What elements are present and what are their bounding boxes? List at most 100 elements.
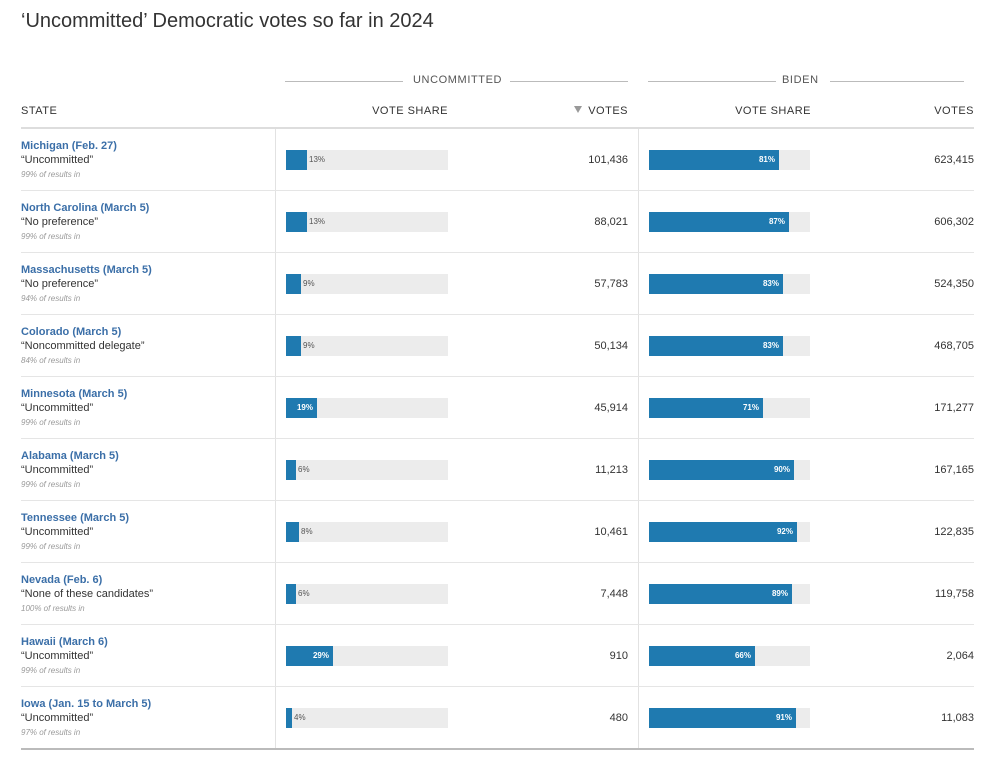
biden-votes: 2,064 — [946, 650, 974, 662]
column-header-uncommitted-votes-label: VOTES — [588, 105, 628, 117]
group-header-biden-label: BIDEN — [782, 74, 819, 86]
biden-share-bar-label: 81% — [758, 155, 775, 164]
biden-share-bar-fill — [649, 708, 796, 728]
uncommitted-share-bar-label: 4% — [294, 713, 306, 722]
biden-votes: 468,705 — [934, 340, 974, 352]
uncommitted-share-bar-track: 4% — [286, 708, 448, 728]
biden-votes: 606,302 — [934, 216, 974, 228]
table-bottom-rule — [21, 748, 974, 750]
state-link[interactable]: Minnesota (March 5) — [21, 388, 128, 400]
state-link[interactable]: Hawaii (March 6) — [21, 636, 108, 648]
state-link[interactable]: Tennessee (March 5) — [21, 512, 130, 524]
biden-share-bar-label: 92% — [776, 527, 793, 536]
state-link[interactable]: Nevada (Feb. 6) — [21, 574, 103, 586]
uncommitted-share-bar-label: 9% — [303, 341, 315, 350]
uncommitted-share-bar-track: 6% — [286, 460, 448, 480]
ballot-option-label: “No preference” — [21, 278, 99, 290]
uncommitted-share-bar-label: 6% — [298, 589, 310, 598]
table-row: North Carolina (March 5) “No preference” 9… — [21, 191, 974, 253]
ballot-option-label: “Noncommitted delegate” — [21, 340, 145, 352]
biden-votes: 524,350 — [934, 278, 974, 290]
biden-share-bar-label: 71% — [742, 403, 759, 412]
uncommitted-share-bar-track: 13% — [286, 212, 448, 232]
uncommitted-share-bar-fill — [286, 274, 301, 294]
biden-share-bar-track: 71% — [649, 398, 810, 418]
column-header-uncommitted-votes[interactable]: VOTES — [528, 105, 628, 117]
biden-share-bar-label: 66% — [734, 651, 751, 660]
biden-share-bar-fill — [649, 398, 763, 418]
table-row: Iowa (Jan. 15 to March 5) “Uncommitted” 97… — [21, 687, 974, 749]
table-row: Tennessee (March 5) “Uncommitted” 99% of r… — [21, 501, 974, 563]
uncommitted-share-bar-fill — [286, 212, 307, 232]
uncommitted-votes: 50,134 — [594, 340, 628, 352]
state-link[interactable]: Massachusetts (March 5) — [21, 264, 152, 276]
biden-votes: 623,415 — [934, 154, 974, 166]
uncommitted-share-bar-fill — [286, 336, 301, 356]
biden-votes: 167,165 — [934, 464, 974, 476]
column-header-state[interactable]: STATE — [21, 105, 58, 117]
uncommitted-share-bar-track: 29% — [286, 646, 448, 666]
ballot-option-label: “None of these candidates” — [21, 588, 154, 600]
ballot-option-label: “Uncommitted” — [21, 526, 94, 538]
uncommitted-share-bar-track: 6% — [286, 584, 448, 604]
results-reporting: 99% of results in — [21, 666, 81, 675]
uncommitted-share-bar-fill — [286, 584, 296, 604]
biden-share-bar-label: 90% — [773, 465, 790, 474]
results-reporting: 99% of results in — [21, 542, 81, 551]
biden-share-bar-track: 81% — [649, 150, 810, 170]
ballot-option-label: “Uncommitted” — [21, 464, 94, 476]
biden-share-bar-fill — [649, 150, 779, 170]
uncommitted-votes: 88,021 — [594, 216, 628, 228]
biden-votes: 11,083 — [941, 712, 974, 724]
state-link[interactable]: Iowa (Jan. 15 to March 5) — [21, 698, 152, 710]
biden-share-bar-fill — [649, 646, 755, 666]
uncommitted-votes: 7,448 — [600, 588, 628, 600]
biden-votes: 171,277 — [934, 402, 974, 414]
state-link[interactable]: Colorado (March 5) — [21, 326, 122, 338]
state-link[interactable]: Alabama (March 5) — [21, 450, 119, 462]
column-header-biden-votes[interactable]: VOTES — [934, 105, 974, 117]
uncommitted-share-bar-fill — [286, 708, 292, 728]
state-link[interactable]: North Carolina (March 5) — [21, 202, 150, 214]
column-header-biden-vote-share[interactable]: VOTE SHARE — [735, 105, 811, 117]
results-reporting: 97% of results in — [21, 728, 81, 737]
uncommitted-votes: 10,461 — [594, 526, 628, 538]
results-reporting: 99% of results in — [21, 170, 81, 179]
biden-share-bar-fill — [649, 584, 792, 604]
uncommitted-share-bar-fill — [286, 460, 296, 480]
column-separator-uncommitted — [275, 129, 276, 749]
results-reporting: 100% of results in — [21, 604, 85, 613]
table-row: Alabama (March 5) “Uncommitted” 99% of res… — [21, 439, 974, 501]
ballot-option-label: “Uncommitted” — [21, 650, 94, 662]
table-row: Hawaii (March 6) “Uncommitted” 99% of resu… — [21, 625, 974, 687]
biden-share-bar-track: 91% — [649, 708, 810, 728]
results-reporting: 94% of results in — [21, 294, 81, 303]
ballot-option-label: “Uncommitted” — [21, 712, 94, 724]
uncommitted-share-bar-label: 13% — [309, 155, 326, 164]
table-row: Minnesota (March 5) “Uncommitted” 99% of r… — [21, 377, 974, 439]
table-row: Nevada (Feb. 6) “None of these candidates… — [21, 563, 974, 625]
biden-share-bar-track: 89% — [649, 584, 810, 604]
uncommitted-share-bar-fill — [286, 522, 299, 542]
biden-votes: 122,835 — [934, 526, 974, 538]
page-title: ‘Uncommitted’ Democratic votes so far in… — [21, 10, 434, 32]
uncommitted-votes: 910 — [609, 650, 628, 662]
uncommitted-share-bar-label: 8% — [301, 527, 313, 536]
uncommitted-votes: 57,783 — [594, 278, 628, 290]
uncommitted-share-bar-fill — [286, 646, 333, 666]
column-header-uncommitted-vote-share[interactable]: VOTE SHARE — [372, 105, 448, 117]
column-separator-biden — [638, 129, 639, 749]
biden-share-bar-track: 83% — [649, 336, 810, 356]
ballot-option-label: “No preference” — [21, 216, 99, 228]
biden-share-bar-fill — [649, 460, 794, 480]
biden-share-bar-fill — [649, 274, 783, 294]
uncommitted-share-bar-track: 13% — [286, 150, 448, 170]
biden-share-bar-label: 87% — [768, 217, 785, 226]
biden-share-bar-label: 89% — [771, 589, 788, 598]
results-reporting: 99% of results in — [21, 232, 81, 241]
biden-share-bar-track: 87% — [649, 212, 810, 232]
uncommitted-votes: 45,914 — [594, 402, 628, 414]
uncommitted-share-bar-label: 9% — [303, 279, 315, 288]
state-link[interactable]: Michigan (Feb. 27) — [21, 140, 117, 152]
uncommitted-share-bar-fill — [286, 398, 317, 418]
